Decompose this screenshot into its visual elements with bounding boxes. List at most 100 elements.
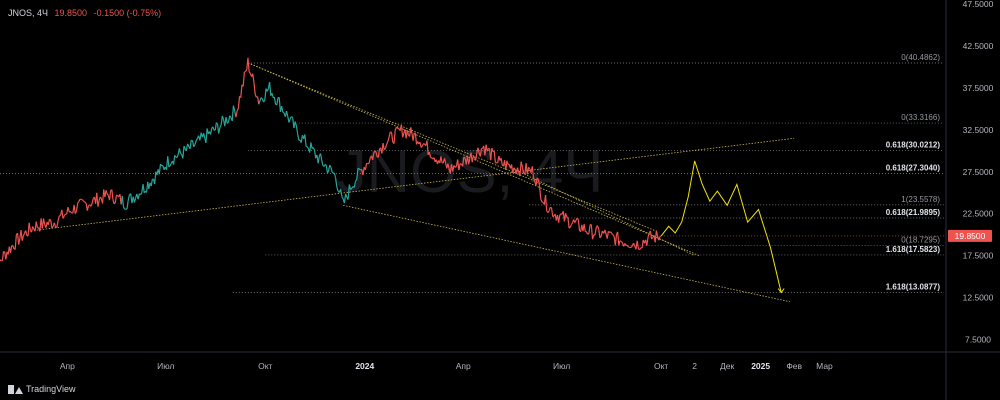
- price-segment: [333, 172, 337, 178]
- price-segment: [550, 207, 554, 217]
- price-segment: [227, 115, 231, 122]
- trend-line: [247, 62, 655, 231]
- price-segment: [260, 97, 263, 100]
- fib-level-label: 0.618(30.0212): [886, 141, 941, 150]
- price-segment: [296, 133, 300, 141]
- price-segment: [591, 234, 595, 240]
- price-segment: [49, 218, 52, 221]
- price-segment: [215, 122, 219, 125]
- price-segment: [388, 131, 391, 138]
- price-segment: [62, 215, 65, 219]
- price-segment: [187, 143, 190, 147]
- price-segment: [537, 179, 541, 186]
- price-segment: [319, 153, 323, 161]
- price-segment: [242, 72, 245, 87]
- price-segment: [387, 137, 390, 142]
- brand-label: TradingView: [26, 384, 76, 394]
- price-segment: [325, 165, 329, 174]
- price-segment: [111, 189, 114, 200]
- price-segment: [596, 225, 600, 230]
- price-segment: [519, 161, 522, 177]
- legend-last-price: 19.8500: [54, 8, 88, 18]
- price-segment: [61, 209, 64, 219]
- price-segment: [362, 166, 365, 176]
- legend: JNOS, 4Ч 19.8500 -0.1500 (-0.75%): [8, 8, 161, 18]
- price-segment: [122, 206, 126, 210]
- price-segment: [203, 133, 206, 139]
- price-segment: [559, 213, 562, 216]
- price-segment: [18, 238, 21, 245]
- price-segment: [526, 167, 530, 175]
- price-segment: [594, 227, 597, 236]
- price-segment: [506, 160, 509, 165]
- price-segment: [463, 156, 466, 159]
- price-segment: [247, 57, 250, 72]
- price-segment: [396, 126, 399, 129]
- price-segment: [598, 229, 601, 238]
- price-segment: [12, 245, 15, 250]
- price-segment: [218, 127, 221, 134]
- legend-symbol[interactable]: JNOS, 4Ч: [8, 8, 49, 18]
- price-segment: [531, 166, 535, 178]
- price-segment: [355, 179, 358, 182]
- price-segment: [288, 118, 291, 123]
- price-segment: [150, 179, 153, 187]
- last-price-label: 19.8500: [955, 231, 986, 241]
- price-segment: [56, 220, 59, 228]
- fib-level-label: 1.618(17.5823): [886, 245, 941, 254]
- price-segment: [512, 167, 515, 174]
- price-segment: [393, 130, 396, 144]
- price-segment: [565, 213, 568, 218]
- price-segment: [278, 97, 282, 112]
- price-segment: [21, 236, 24, 241]
- tradingview-logo[interactable]: TradingView: [8, 384, 76, 394]
- price-segment: [490, 147, 493, 161]
- price-segment: [583, 224, 586, 232]
- fib-level-label: 0.618(27.3040): [886, 163, 941, 172]
- price-segment: [258, 100, 261, 105]
- price-segment: [20, 229, 23, 241]
- price-segment: [493, 150, 496, 163]
- price-segment: [550, 206, 552, 209]
- price-segment: [475, 152, 478, 161]
- price-segment: [620, 240, 623, 244]
- price-segment: [390, 132, 394, 143]
- price-segment: [172, 155, 176, 165]
- price-segment: [158, 163, 162, 175]
- price-segment: [276, 97, 279, 105]
- fib-level-label: 1.618(13.0877): [886, 283, 941, 292]
- price-segment: [313, 150, 317, 159]
- price-segment: [108, 190, 112, 201]
- x-tick-label: Июл: [157, 361, 174, 371]
- price-segment: [253, 82, 256, 95]
- price-segment: [81, 198, 83, 201]
- x-tick-label: 2025: [751, 361, 770, 371]
- price-segment: [570, 222, 574, 226]
- price-segment: [67, 206, 70, 213]
- price-segment: [245, 69, 248, 72]
- price-segment: [535, 177, 538, 186]
- price-segment: [567, 217, 570, 229]
- price-segment: [180, 152, 183, 155]
- last-price-badge: [948, 229, 992, 242]
- price-segment: [329, 164, 332, 168]
- price-segment: [612, 234, 615, 237]
- price-segment: [619, 240, 622, 242]
- x-tick-label: Дек: [720, 361, 734, 371]
- price-segment: [368, 157, 371, 164]
- price-segment: [168, 165, 171, 168]
- price-segment: [610, 231, 613, 234]
- price-segment: [462, 157, 465, 167]
- price-segment: [321, 159, 324, 166]
- price-segment: [423, 142, 426, 145]
- price-segment: [248, 71, 251, 74]
- price-segment: [50, 220, 53, 229]
- projection-path: [660, 160, 782, 293]
- price-segment: [137, 193, 140, 200]
- price-segment: [191, 140, 195, 147]
- price-segment: [159, 163, 163, 167]
- price-segment: [386, 141, 389, 145]
- price-segment: [326, 170, 330, 174]
- price-segment: [74, 210, 78, 214]
